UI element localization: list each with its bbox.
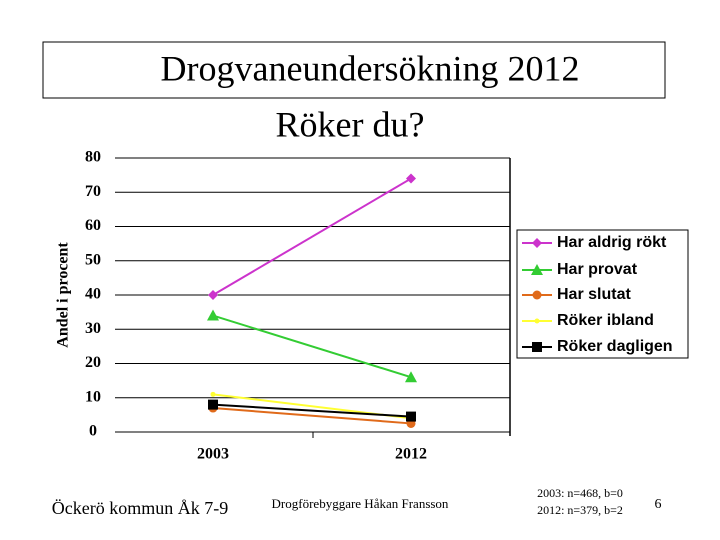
y-axis-label: Andel i procent — [55, 242, 72, 348]
marker — [531, 264, 543, 275]
line — [212, 314, 412, 379]
y-tick-label: 30 — [85, 320, 101, 337]
marker — [405, 371, 417, 383]
chart-subtitle: Röker du? — [276, 104, 425, 144]
marker — [532, 238, 542, 248]
marker — [207, 309, 219, 321]
chart-title: Drogvaneundersökning 2012 — [161, 48, 580, 88]
marker — [210, 391, 216, 397]
marker — [208, 290, 218, 300]
marker — [532, 342, 542, 352]
legend-label: Har provat — [557, 261, 638, 278]
y-tick-label: 0 — [89, 423, 97, 440]
legend-label: Röker dagligen — [557, 338, 673, 355]
x-tick-label: 2003 — [197, 446, 229, 463]
page-number: 6 — [655, 497, 662, 512]
y-tick-label: 70 — [85, 183, 101, 200]
y-tick-label: 10 — [85, 388, 101, 405]
y-tick-label: 40 — [85, 286, 101, 303]
legend-label: Har slutat — [557, 286, 631, 303]
y-tick-label: 80 — [85, 149, 101, 166]
title-box — [42, 41, 666, 99]
marker — [534, 318, 540, 324]
y-tick-label: 50 — [85, 251, 101, 268]
y-tick-label: 20 — [85, 354, 101, 371]
footer-center: Drogförebyggare Håkan Fransson — [272, 496, 449, 511]
footer-note: 2012: n=379, b=2 — [537, 503, 623, 517]
legend-label: Har aldrig rökt — [557, 234, 667, 251]
line — [212, 177, 412, 296]
marker — [208, 399, 218, 410]
marker — [406, 411, 416, 422]
x-tick-label: 2012 — [395, 446, 427, 463]
line — [212, 403, 412, 418]
marker — [406, 173, 416, 184]
y-tick-label: 60 — [85, 217, 101, 234]
line — [212, 407, 412, 425]
footer-note: 2003: n=468, b=0 — [537, 486, 623, 500]
marker — [532, 290, 542, 300]
footer-left: Öckerö kommun Åk 7-9 — [52, 498, 228, 518]
legend-label: Röker ibland — [557, 312, 654, 329]
